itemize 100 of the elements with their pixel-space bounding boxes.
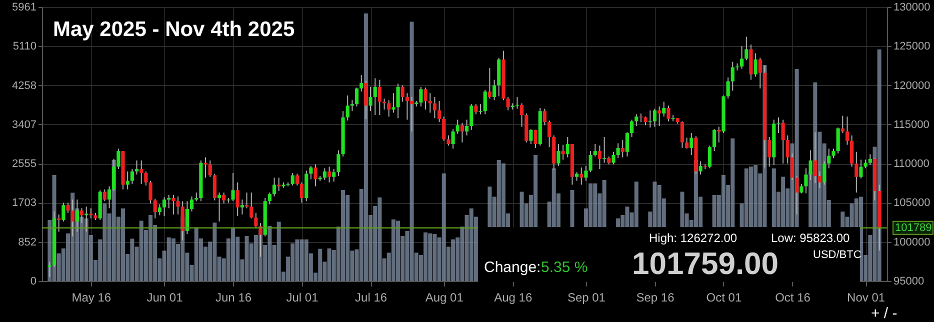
candlestick	[712, 128, 716, 152]
candlestick	[464, 119, 469, 136]
candlestick	[107, 186, 112, 209]
candlestick	[277, 177, 281, 192]
text: May 2025 - Nov 4th 2025	[53, 18, 295, 41]
candlestick	[868, 154, 872, 166]
candlestick	[840, 115, 844, 134]
candlestick	[295, 173, 299, 186]
candlestick	[222, 192, 226, 204]
candlestick	[630, 119, 634, 138]
candlestick	[506, 96, 510, 111]
x-tick-label: Jun 01	[146, 290, 184, 304]
y-tick-label: 110000	[894, 158, 930, 170]
candlestick	[62, 202, 66, 222]
candlestick	[212, 173, 216, 201]
candlestick	[795, 176, 799, 215]
y2-tick-label: 4258	[12, 80, 36, 92]
candlestick	[790, 152, 794, 181]
candlestick	[148, 180, 152, 204]
candlestick	[726, 76, 730, 100]
candlestick	[396, 83, 400, 119]
candlestick	[580, 166, 584, 186]
candlestick	[364, 80, 368, 120]
candlestick	[602, 136, 606, 164]
candlestick	[818, 170, 822, 188]
candlestick	[130, 168, 134, 184]
candlestick	[290, 172, 294, 186]
y2-tick-label: 852	[18, 236, 36, 248]
candlestick	[410, 96, 414, 132]
candlestick	[556, 144, 560, 166]
candlestick	[483, 89, 487, 115]
candlestick	[167, 194, 171, 209]
candlestick	[236, 182, 240, 217]
candlestick	[460, 122, 464, 143]
candlestick	[185, 200, 189, 235]
candlestick	[102, 188, 106, 202]
candlestick	[346, 94, 350, 122]
candlestick	[89, 208, 93, 219]
candlestick	[419, 86, 423, 107]
y2-tick-label: 1703	[12, 197, 36, 210]
x-tick-label: May 16	[72, 290, 112, 304]
candlestick	[708, 145, 712, 169]
candlestick	[850, 134, 854, 168]
candlestick	[584, 165, 588, 182]
candlestick	[634, 114, 638, 126]
candlestick	[744, 36, 748, 61]
candlestick	[786, 134, 790, 164]
annotation: Low: 95823.00	[771, 231, 850, 245]
y-tick-label: 130000	[894, 2, 930, 14]
candlestick	[566, 136, 570, 158]
candlestick	[717, 126, 721, 143]
y-tick-label: 115000	[894, 118, 930, 131]
candlestick	[387, 100, 391, 118]
candlestick	[740, 46, 744, 70]
candlestick	[561, 144, 565, 160]
candlestick	[309, 165, 313, 180]
candlestick	[446, 134, 450, 146]
text: + / -	[871, 305, 898, 322]
candlestick	[754, 52, 758, 78]
candlestick	[588, 150, 592, 173]
candlestick	[57, 214, 61, 232]
x-tick-label: Oct 16	[775, 290, 811, 304]
candlestick	[373, 78, 377, 116]
candlestick	[314, 164, 318, 187]
annotation: 5.35 %	[541, 259, 588, 276]
candlestick	[698, 160, 702, 176]
annotation: USD/BTC	[813, 249, 862, 261]
candlestick	[327, 166, 332, 183]
candlestick	[456, 119, 460, 134]
candlestick	[144, 170, 148, 186]
candlestick	[859, 159, 863, 179]
candlestick	[730, 61, 734, 92]
x-tick-label: Jun 16	[216, 290, 252, 304]
candlestick	[368, 86, 372, 112]
candlestick	[158, 204, 162, 216]
candlestick	[822, 160, 826, 186]
candlestick	[598, 145, 602, 170]
candlestick	[244, 192, 249, 209]
candlestick	[240, 199, 244, 215]
candlestick	[451, 128, 455, 150]
annotation: 101759.00	[632, 246, 779, 281]
candlestick	[680, 120, 684, 148]
candlestick	[231, 172, 235, 202]
candlestick	[437, 100, 442, 123]
candlestick	[162, 196, 166, 217]
candlestick	[658, 106, 662, 126]
candlestick	[190, 196, 194, 212]
candlestick	[593, 144, 597, 158]
candlestick	[520, 102, 524, 128]
candlestick	[400, 84, 404, 102]
candlestick	[322, 168, 326, 181]
candlestick	[336, 150, 340, 177]
y-tick-label: 95000	[894, 276, 924, 288]
candlestick	[66, 202, 70, 214]
candlestick	[808, 150, 812, 181]
y-tick-label: 105000	[894, 197, 930, 210]
candlestick	[474, 104, 478, 115]
candlestick	[662, 101, 666, 118]
candlestick	[529, 128, 533, 144]
candlestick	[116, 148, 120, 170]
